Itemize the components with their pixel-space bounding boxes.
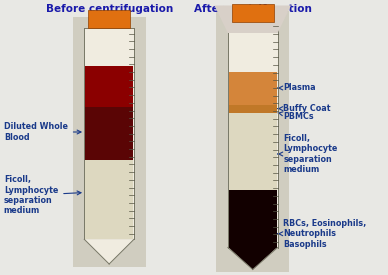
- Polygon shape: [228, 22, 278, 248]
- Polygon shape: [217, 11, 289, 272]
- Polygon shape: [215, 6, 291, 33]
- Polygon shape: [229, 72, 277, 104]
- Polygon shape: [84, 28, 134, 239]
- Polygon shape: [85, 160, 133, 239]
- Polygon shape: [73, 16, 146, 267]
- Text: Before centrifugation: Before centrifugation: [45, 4, 173, 14]
- Text: After centrifugation: After centrifugation: [194, 4, 312, 14]
- Polygon shape: [85, 107, 133, 160]
- Text: RBCs, Eosinophils,
Neutrophils
Basophils: RBCs, Eosinophils, Neutrophils Basophils: [278, 219, 367, 249]
- Text: Ficoll,
Lymphocyte
separation
medium: Ficoll, Lymphocyte separation medium: [4, 175, 81, 215]
- Polygon shape: [229, 190, 277, 248]
- Polygon shape: [84, 239, 134, 264]
- Text: Diluted Whole
Blood: Diluted Whole Blood: [4, 122, 81, 142]
- Polygon shape: [229, 104, 277, 113]
- Polygon shape: [229, 113, 277, 190]
- Text: Ficoll,
Lymphocyte
separation
medium: Ficoll, Lymphocyte separation medium: [278, 134, 338, 174]
- Polygon shape: [229, 248, 277, 270]
- Polygon shape: [88, 10, 130, 28]
- Polygon shape: [85, 66, 133, 107]
- Text: PBMCs: PBMCs: [278, 112, 314, 121]
- Polygon shape: [232, 4, 274, 22]
- Polygon shape: [228, 248, 278, 270]
- Text: Buffy Coat: Buffy Coat: [278, 104, 331, 113]
- Text: Plasma: Plasma: [278, 84, 316, 92]
